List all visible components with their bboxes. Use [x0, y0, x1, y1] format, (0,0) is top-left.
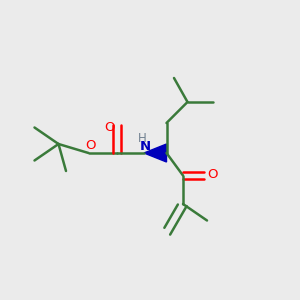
Text: N: N [139, 140, 151, 153]
Polygon shape [144, 144, 167, 162]
Text: O: O [85, 139, 95, 152]
Text: O: O [207, 167, 218, 181]
Text: O: O [104, 121, 115, 134]
Text: H: H [138, 132, 147, 145]
